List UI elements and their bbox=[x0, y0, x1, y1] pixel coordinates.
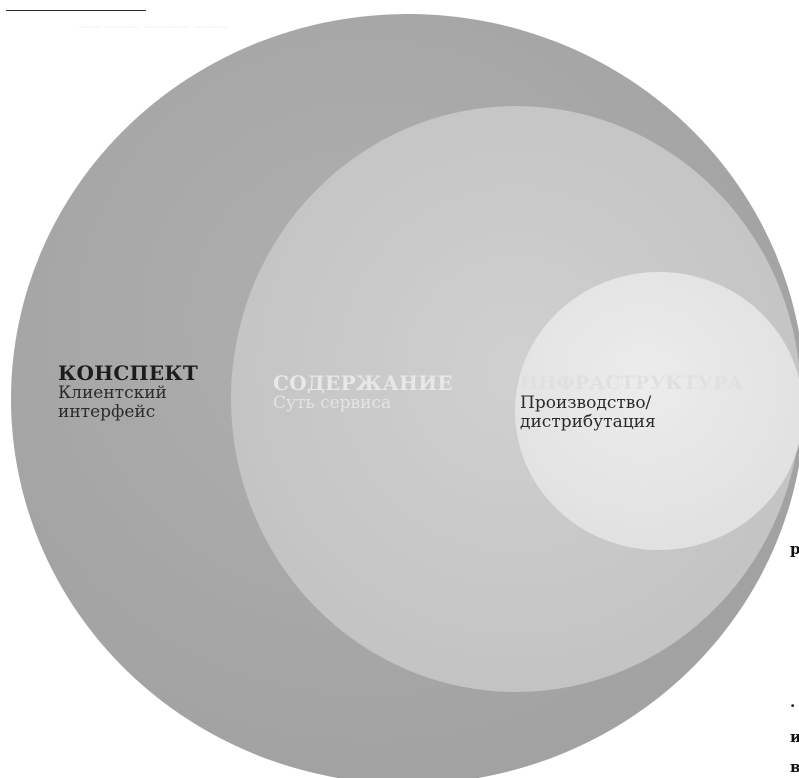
content-subtitle: Суть сервиса bbox=[273, 393, 392, 413]
concept-subtitle-line-2: интерфейс bbox=[58, 401, 156, 422]
infrastructure-title: ИНФРАСТРУКТУРА bbox=[520, 372, 744, 394]
content-title: СОДЕРЖАНИЕ bbox=[273, 371, 453, 395]
infrastructure-label: ИНФРАСТРУКТУРА Производство/ дистрибутац… bbox=[520, 373, 795, 431]
infrastructure-subtitle-line-2: дистрибутация bbox=[520, 411, 656, 432]
edge-glyph: в bbox=[790, 758, 799, 776]
edge-glyph: и bbox=[790, 728, 799, 746]
faint-caption: —— ——— ———— ——— bbox=[78, 20, 228, 33]
concept-title: КОНСПЕКТ bbox=[58, 361, 199, 385]
edge-glyph: р bbox=[790, 540, 799, 558]
concept-label: КОНСПЕКТ Клиентский интерфейс bbox=[58, 362, 218, 421]
top-rule bbox=[6, 10, 146, 11]
inner-circle bbox=[515, 272, 799, 550]
edge-glyph: . bbox=[790, 693, 796, 711]
content-label: СОДЕРЖАНИЕ Суть сервиса bbox=[273, 372, 493, 413]
concept-subtitle-line-1: Клиентский bbox=[58, 383, 167, 403]
infrastructure-subtitle-line-1: Производство/ bbox=[520, 392, 652, 413]
